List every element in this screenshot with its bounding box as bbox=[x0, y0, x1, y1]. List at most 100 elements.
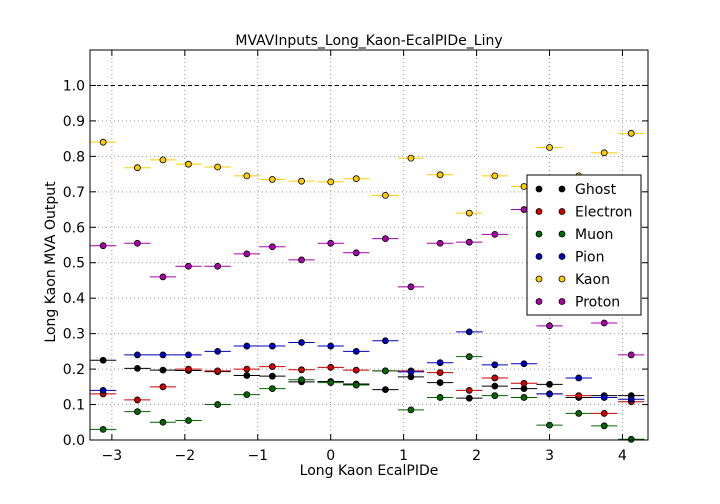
data-point bbox=[99, 425, 107, 433]
data-point bbox=[382, 386, 389, 394]
data-point bbox=[407, 154, 415, 162]
legend-label-muon: Muon bbox=[575, 227, 613, 243]
data-point bbox=[134, 239, 141, 247]
legend: Ghost Electron Muon Pion Kaon Proton bbox=[526, 174, 642, 316]
y-tick-label: 0.8 bbox=[63, 149, 85, 165]
data-point bbox=[627, 129, 635, 137]
legend-marker bbox=[535, 208, 543, 215]
legend-marker bbox=[535, 253, 543, 260]
y-tick-label: 0.0 bbox=[63, 433, 85, 449]
data-point bbox=[214, 163, 222, 171]
data-point bbox=[159, 418, 167, 426]
data-point bbox=[327, 342, 335, 350]
data-point bbox=[268, 385, 276, 392]
legend-label-kaon: Kaon bbox=[575, 272, 610, 288]
data-point bbox=[243, 372, 251, 379]
data-point bbox=[298, 177, 305, 185]
data-point bbox=[465, 328, 473, 336]
data-point bbox=[298, 376, 305, 384]
data-point bbox=[268, 363, 276, 371]
data-point bbox=[546, 322, 553, 330]
data-point bbox=[436, 394, 444, 401]
legend-marker bbox=[558, 230, 566, 238]
data-point bbox=[99, 242, 107, 250]
data-point bbox=[243, 365, 251, 373]
data-point bbox=[436, 369, 444, 377]
data-point bbox=[600, 149, 608, 157]
data-point bbox=[99, 356, 107, 364]
y-tick-label: 1.0 bbox=[63, 78, 85, 94]
series-pion bbox=[90, 328, 645, 403]
legend-frame bbox=[526, 174, 642, 316]
legend-label-proton: Proton bbox=[575, 295, 620, 311]
data-point bbox=[99, 386, 107, 394]
data-point bbox=[185, 365, 192, 373]
data-point bbox=[159, 273, 167, 281]
legend-marker bbox=[558, 185, 566, 193]
data-point bbox=[600, 410, 608, 417]
legend-label-electron: Electron bbox=[575, 205, 632, 221]
legend-marker bbox=[558, 208, 566, 215]
series-muon bbox=[90, 353, 645, 443]
data-point bbox=[520, 394, 528, 401]
plot-area: −3 −2 −1 0 1 2 3 4 0.0 0.1 0.2 0.3 0.4 0.5 0.6 0.7 0.8 0.… bbox=[63, 49, 649, 464]
data-point bbox=[465, 238, 473, 246]
data-point bbox=[134, 408, 141, 416]
legend-label-ghost: Ghost bbox=[575, 182, 617, 198]
data-point bbox=[436, 171, 444, 179]
data-point bbox=[298, 366, 305, 374]
data-point bbox=[185, 262, 192, 270]
data-point bbox=[214, 401, 222, 408]
data-point bbox=[382, 191, 389, 199]
data-point bbox=[546, 390, 553, 398]
data-point bbox=[327, 363, 335, 371]
data-point bbox=[627, 351, 635, 359]
data-point bbox=[298, 339, 305, 346]
data-point bbox=[382, 337, 389, 345]
x-tick-label: 2 bbox=[472, 448, 481, 464]
x-tick-label: 3 bbox=[545, 448, 554, 464]
data-point bbox=[575, 410, 583, 417]
data-point bbox=[268, 176, 276, 183]
data-point bbox=[491, 230, 499, 238]
data-point bbox=[407, 406, 415, 414]
data-point bbox=[134, 164, 141, 172]
data-point bbox=[382, 367, 389, 375]
y-axis-label: Long Kaon MVA Output bbox=[43, 181, 59, 343]
data-point bbox=[520, 183, 528, 190]
data-point bbox=[352, 366, 360, 374]
data-point bbox=[407, 283, 415, 291]
data-point bbox=[436, 359, 444, 367]
x-tick-label: 4 bbox=[618, 448, 627, 464]
data-point bbox=[520, 206, 528, 213]
data-point bbox=[491, 361, 499, 369]
data-point bbox=[352, 249, 360, 257]
y-tick-label: 0.7 bbox=[63, 185, 85, 201]
data-point bbox=[185, 160, 192, 168]
data-point bbox=[268, 342, 276, 350]
data-point bbox=[600, 394, 608, 401]
plot-frame bbox=[89, 49, 649, 441]
y-tick-label: 0.3 bbox=[63, 327, 85, 343]
legend-marker bbox=[558, 253, 566, 260]
y-tick-label: 0.6 bbox=[63, 220, 85, 236]
y-tick-label: 0.5 bbox=[63, 256, 85, 272]
legend-marker bbox=[535, 298, 543, 305]
data-point bbox=[214, 262, 222, 270]
data-point bbox=[352, 175, 360, 183]
data-point bbox=[185, 417, 192, 424]
data-point bbox=[436, 239, 444, 247]
data-point bbox=[268, 372, 276, 380]
data-point bbox=[600, 319, 608, 327]
data-point bbox=[407, 368, 415, 376]
data-point bbox=[465, 394, 473, 402]
data-point bbox=[382, 235, 389, 243]
data-point bbox=[491, 392, 499, 400]
data-point bbox=[327, 178, 335, 186]
data-point bbox=[491, 374, 499, 382]
data-point bbox=[243, 391, 251, 399]
data-point bbox=[436, 379, 444, 386]
data-point bbox=[465, 209, 473, 217]
x-tick-label: −1 bbox=[247, 448, 268, 464]
x-tick-label: 1 bbox=[399, 448, 408, 464]
